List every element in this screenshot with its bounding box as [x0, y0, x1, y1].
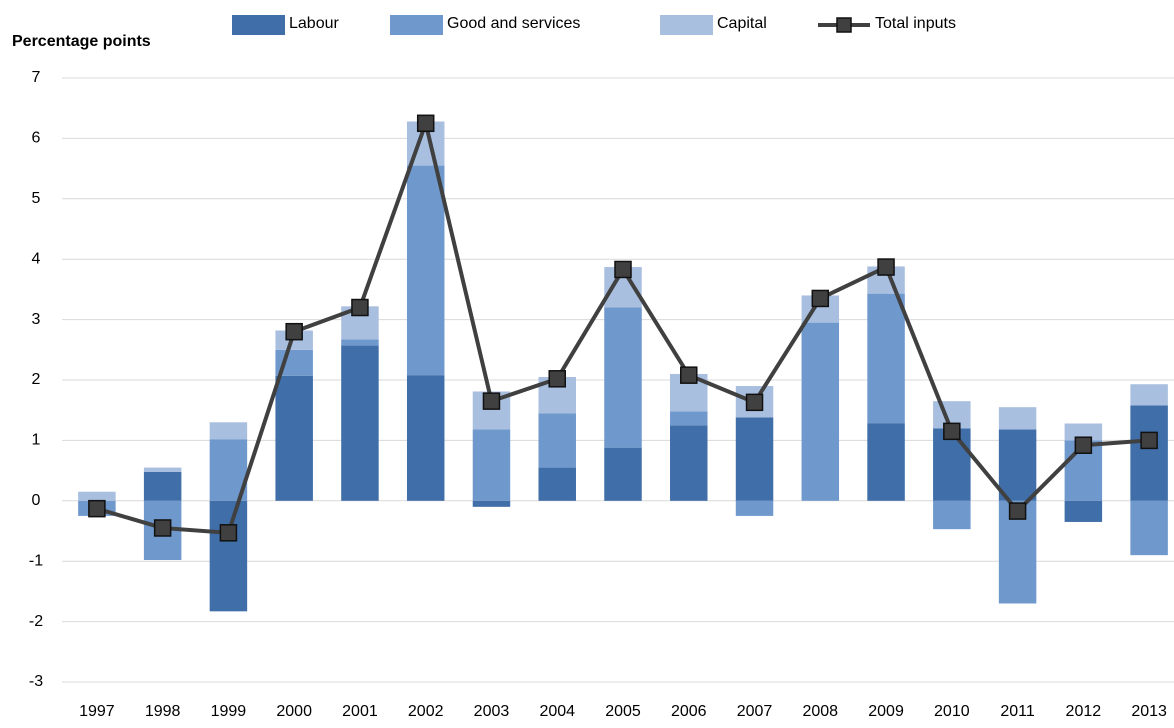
bar-segment	[143, 471, 182, 501]
x-tick-label: 2013	[1131, 703, 1167, 720]
bar-segment	[670, 411, 708, 426]
line-marker	[680, 366, 698, 384]
y-tick-label: 1	[32, 432, 41, 449]
bar-segment	[275, 375, 313, 501]
bar-segment	[604, 447, 642, 501]
y-tick-label: 7	[32, 69, 41, 86]
bar-segment	[867, 293, 905, 424]
x-tick-label: 2000	[276, 703, 312, 720]
line-marker	[416, 114, 435, 133]
legend-label: Labour	[289, 15, 339, 32]
legend-label: Total inputs	[875, 15, 956, 32]
bar-segment	[1130, 405, 1168, 501]
y-tick-label: 4	[32, 250, 41, 267]
bar-segment	[538, 413, 576, 468]
bar-segment	[1064, 500, 1103, 522]
y-axis-label: Percentage points	[12, 33, 151, 50]
x-tick-label: 2003	[474, 703, 510, 720]
x-tick-label: 1997	[79, 703, 115, 720]
y-tick-label: 3	[32, 311, 41, 328]
x-tick-label: 2006	[671, 703, 707, 720]
bar-segment	[406, 375, 445, 501]
bar-segment	[209, 422, 248, 440]
x-tick-label: 2009	[868, 703, 904, 720]
bar-segment	[933, 500, 971, 530]
legend-marker	[836, 17, 852, 33]
line-marker	[88, 499, 106, 518]
bar-segment	[998, 407, 1037, 430]
y-tick-label: 5	[32, 190, 41, 207]
legend-label: Capital	[717, 15, 767, 32]
bar-segment	[933, 428, 971, 501]
bar-segment	[209, 500, 248, 612]
x-tick-label: 1998	[145, 703, 181, 720]
bar-segment	[1064, 423, 1103, 441]
bar-segment	[472, 429, 511, 501]
legend-swatch	[660, 15, 713, 35]
legend-label: Good and services	[447, 15, 580, 32]
bar-segment	[341, 339, 379, 346]
line-marker	[811, 289, 830, 308]
bar-segment	[867, 423, 905, 501]
bar-segment	[406, 165, 445, 376]
bar-segment	[78, 491, 116, 501]
bar-segment	[670, 425, 708, 501]
bar-segment	[998, 429, 1037, 501]
line-marker	[285, 322, 303, 341]
x-tick-label: 2012	[1066, 703, 1102, 720]
line-marker	[745, 393, 764, 412]
line-marker	[943, 422, 961, 441]
x-tick-label: 2005	[605, 703, 641, 720]
line-marker	[1074, 436, 1093, 454]
y-tick-label: 6	[32, 130, 41, 147]
y-tick-label: -3	[29, 673, 43, 690]
y-tick-label: 2	[32, 371, 41, 388]
bar-segment	[604, 307, 642, 448]
legend-swatch	[232, 15, 285, 35]
line-marker	[548, 370, 566, 388]
line-marker	[153, 519, 172, 537]
line-marker	[1008, 502, 1027, 520]
bar-segment	[538, 467, 576, 501]
line-marker	[351, 298, 369, 317]
line-marker	[219, 524, 238, 542]
bar-segment	[472, 500, 511, 507]
bar-segment	[143, 467, 182, 472]
x-tick-label: 2002	[408, 703, 444, 720]
bar-segment	[735, 500, 774, 516]
bar-segment	[801, 322, 840, 501]
bar-segment	[1130, 500, 1168, 556]
bar-segment	[735, 417, 774, 501]
x-tick-label: 2001	[342, 703, 378, 720]
y-tick-label: -2	[29, 613, 43, 630]
bar-segment	[1130, 384, 1168, 406]
legend-swatch	[390, 15, 443, 35]
x-tick-label: 2008	[802, 703, 838, 720]
x-tick-label: 1999	[211, 703, 247, 720]
x-tick-label: 2011	[1000, 703, 1035, 720]
y-tick-label: 0	[32, 492, 41, 509]
line-marker	[877, 258, 895, 276]
x-tick-label: 2007	[737, 703, 773, 720]
bars	[78, 121, 1168, 612]
line-marker	[614, 260, 632, 279]
x-tick-label: 2004	[539, 703, 575, 720]
bar-segment	[341, 345, 379, 501]
line-marker	[482, 392, 501, 410]
line-marker	[1140, 431, 1158, 450]
x-tick-label: 2010	[934, 703, 970, 720]
y-tick-label: -1	[29, 552, 43, 569]
